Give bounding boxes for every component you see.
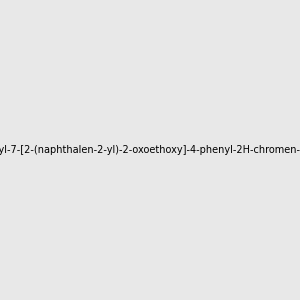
- Text: 6-hexyl-7-[2-(naphthalen-2-yl)-2-oxoethoxy]-4-phenyl-2H-chromen-2-one: 6-hexyl-7-[2-(naphthalen-2-yl)-2-oxoetho…: [0, 145, 300, 155]
